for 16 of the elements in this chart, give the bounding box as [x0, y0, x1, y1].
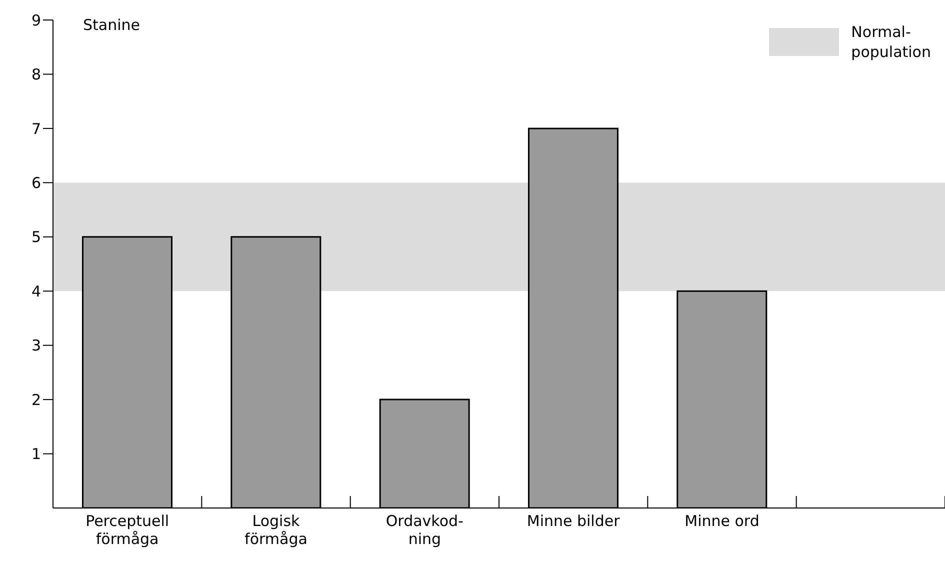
- y-tick-label: 8: [31, 66, 41, 84]
- y-tick-label: 4: [31, 282, 41, 300]
- legend-label: Normal-population: [851, 22, 931, 62]
- y-tick-label: 2: [31, 390, 41, 409]
- x-tick-label: Ordavkod-ning: [386, 512, 464, 548]
- y-tick-label: 6: [31, 174, 41, 192]
- x-tick-label: Perceptuell förmåga: [86, 512, 170, 548]
- y-tick-label: 5: [31, 228, 41, 246]
- x-tick-label: Logisk förmåga: [244, 512, 308, 548]
- x-tick-label: Minne bilder: [526, 512, 621, 530]
- y-tick-label: 1: [31, 445, 41, 464]
- x-tick-label: Minne ord: [684, 512, 760, 530]
- y-tick-label: 9: [31, 11, 41, 30]
- y-tick-label: 3: [31, 336, 41, 355]
- y-axis-title: Stanine: [83, 16, 140, 34]
- y-tick-label: 7: [31, 120, 41, 138]
